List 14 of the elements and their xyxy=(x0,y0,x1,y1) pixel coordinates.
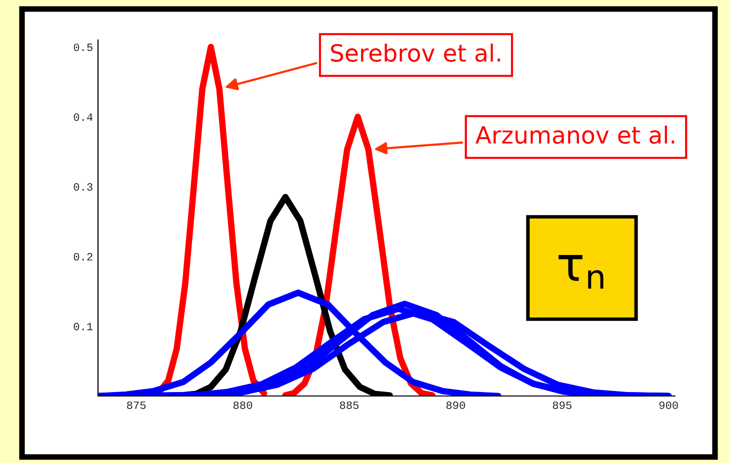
y-tick-label: 0.1 xyxy=(74,322,93,330)
x-tick-label: 900 xyxy=(659,401,678,410)
x-tick-label: 890 xyxy=(446,401,466,410)
x-tick-label: 895 xyxy=(552,401,572,410)
annotation: τ$_{n}$ xyxy=(558,255,604,289)
y-tick-label: 0.5 xyxy=(74,44,92,52)
annotation: Arzumanov et al. xyxy=(475,126,674,144)
y-tick-label: 0.3 xyxy=(74,183,92,191)
y-tick-label: 0.2 xyxy=(74,252,92,261)
annotation: Serebrov et al. xyxy=(330,44,500,62)
y-tick-label: 0.4 xyxy=(74,113,93,121)
x-tick-label: 885 xyxy=(340,401,359,410)
x-tick-label: 880 xyxy=(234,401,252,410)
x-tick-label: 875 xyxy=(127,401,146,410)
